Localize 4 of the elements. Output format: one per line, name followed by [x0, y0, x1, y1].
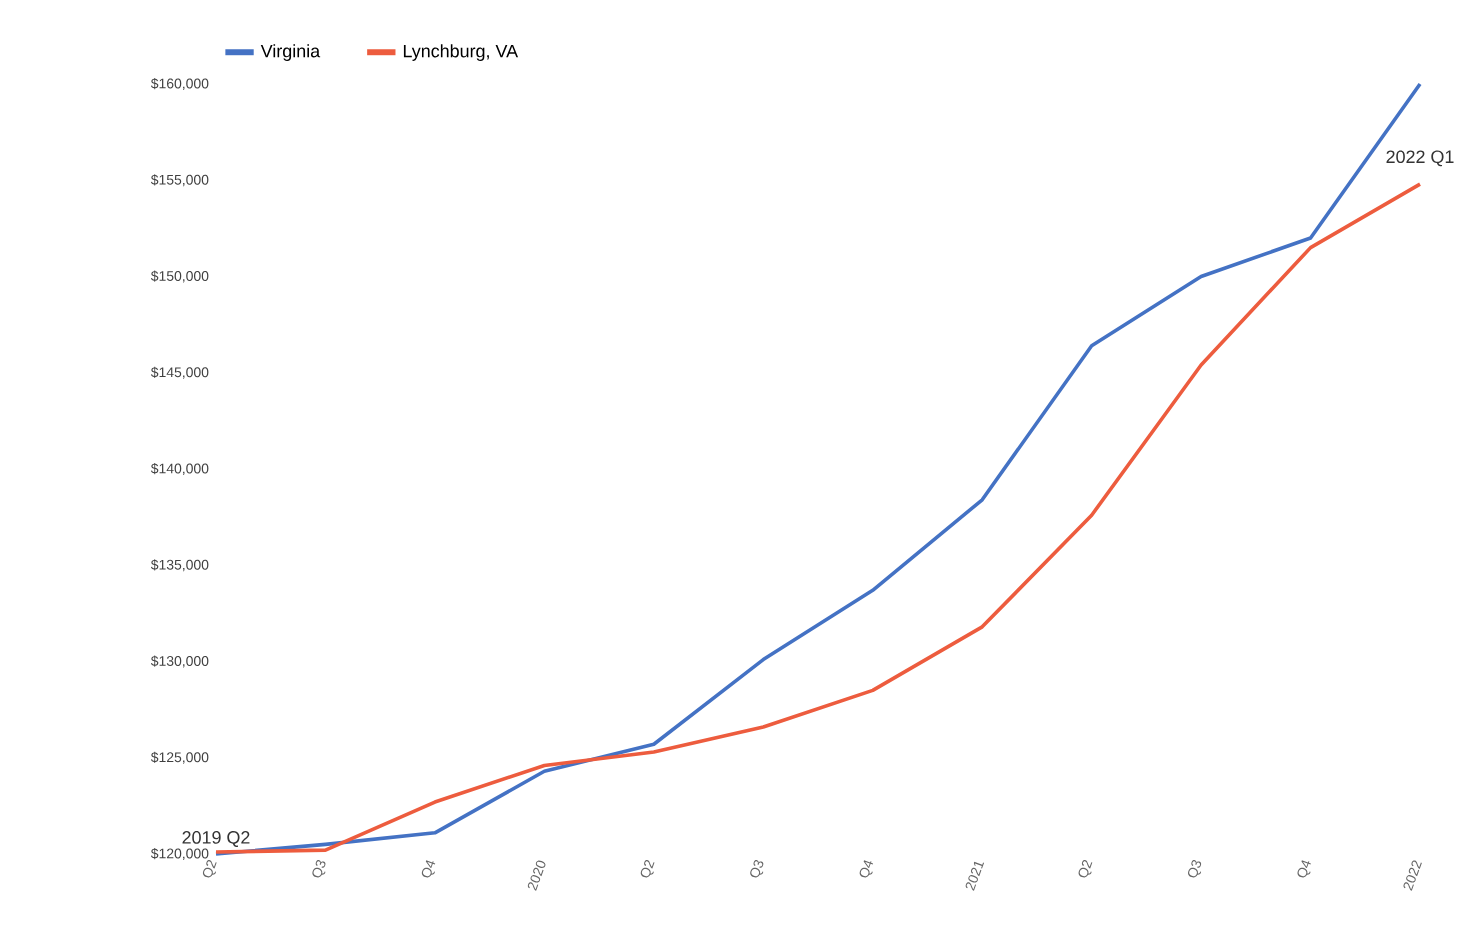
legend-label: Lynchburg, VA	[403, 44, 519, 61]
legend-label: Virginia	[260, 44, 321, 61]
annotation: 2022 Q1	[1386, 150, 1454, 167]
annotation: 2019 Q2	[182, 831, 250, 847]
